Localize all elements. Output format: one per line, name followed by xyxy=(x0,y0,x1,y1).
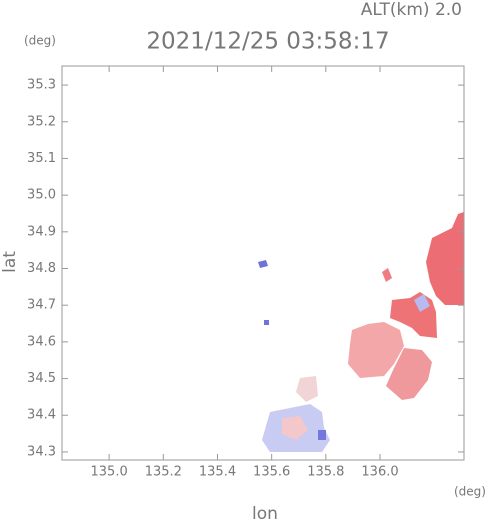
y-unit: (deg) xyxy=(24,34,56,48)
y-tick-label: 34.9 xyxy=(27,224,56,239)
x-tick-label: 135.4 xyxy=(199,465,236,480)
y-tick-label: 34.3 xyxy=(27,444,56,459)
echo xyxy=(296,376,318,402)
y-tick-label: 34.7 xyxy=(27,298,56,313)
y-axis-label: lat xyxy=(0,251,20,273)
x-tick-label: 136.0 xyxy=(361,465,398,480)
x-tick-label: 135.8 xyxy=(307,465,344,480)
y-tick-label: 35.1 xyxy=(27,151,56,166)
echo xyxy=(386,348,432,400)
y-tick-label: 34.4 xyxy=(27,408,56,423)
y-tick-label: 35.0 xyxy=(27,188,56,203)
echo xyxy=(282,416,308,440)
y-tick-label: 35.3 xyxy=(27,78,56,93)
echo xyxy=(426,212,464,305)
chart-title: 2021/12/25 03:58:17 xyxy=(146,29,389,55)
y-tick-label: 34.5 xyxy=(27,371,56,386)
echo xyxy=(318,430,326,440)
echo xyxy=(258,260,268,268)
echo xyxy=(348,322,404,378)
y-tick-label: 34.6 xyxy=(27,334,56,349)
x-tick-label: 135.2 xyxy=(145,465,182,480)
echo xyxy=(414,294,430,312)
chart-subtitle: ALT(km) 2.0 xyxy=(361,0,462,20)
plot-frame xyxy=(61,65,465,461)
x-axis-label: lon xyxy=(252,504,278,521)
x-tick-label: 135.6 xyxy=(253,465,290,480)
echo xyxy=(382,268,392,282)
echo-field xyxy=(258,212,464,452)
y-tick-label: 34.8 xyxy=(27,261,56,276)
x-tick-label: 135.0 xyxy=(91,465,128,480)
x-unit: (deg) xyxy=(454,485,486,499)
echo xyxy=(264,320,269,325)
y-tick-label: 35.2 xyxy=(27,114,56,129)
